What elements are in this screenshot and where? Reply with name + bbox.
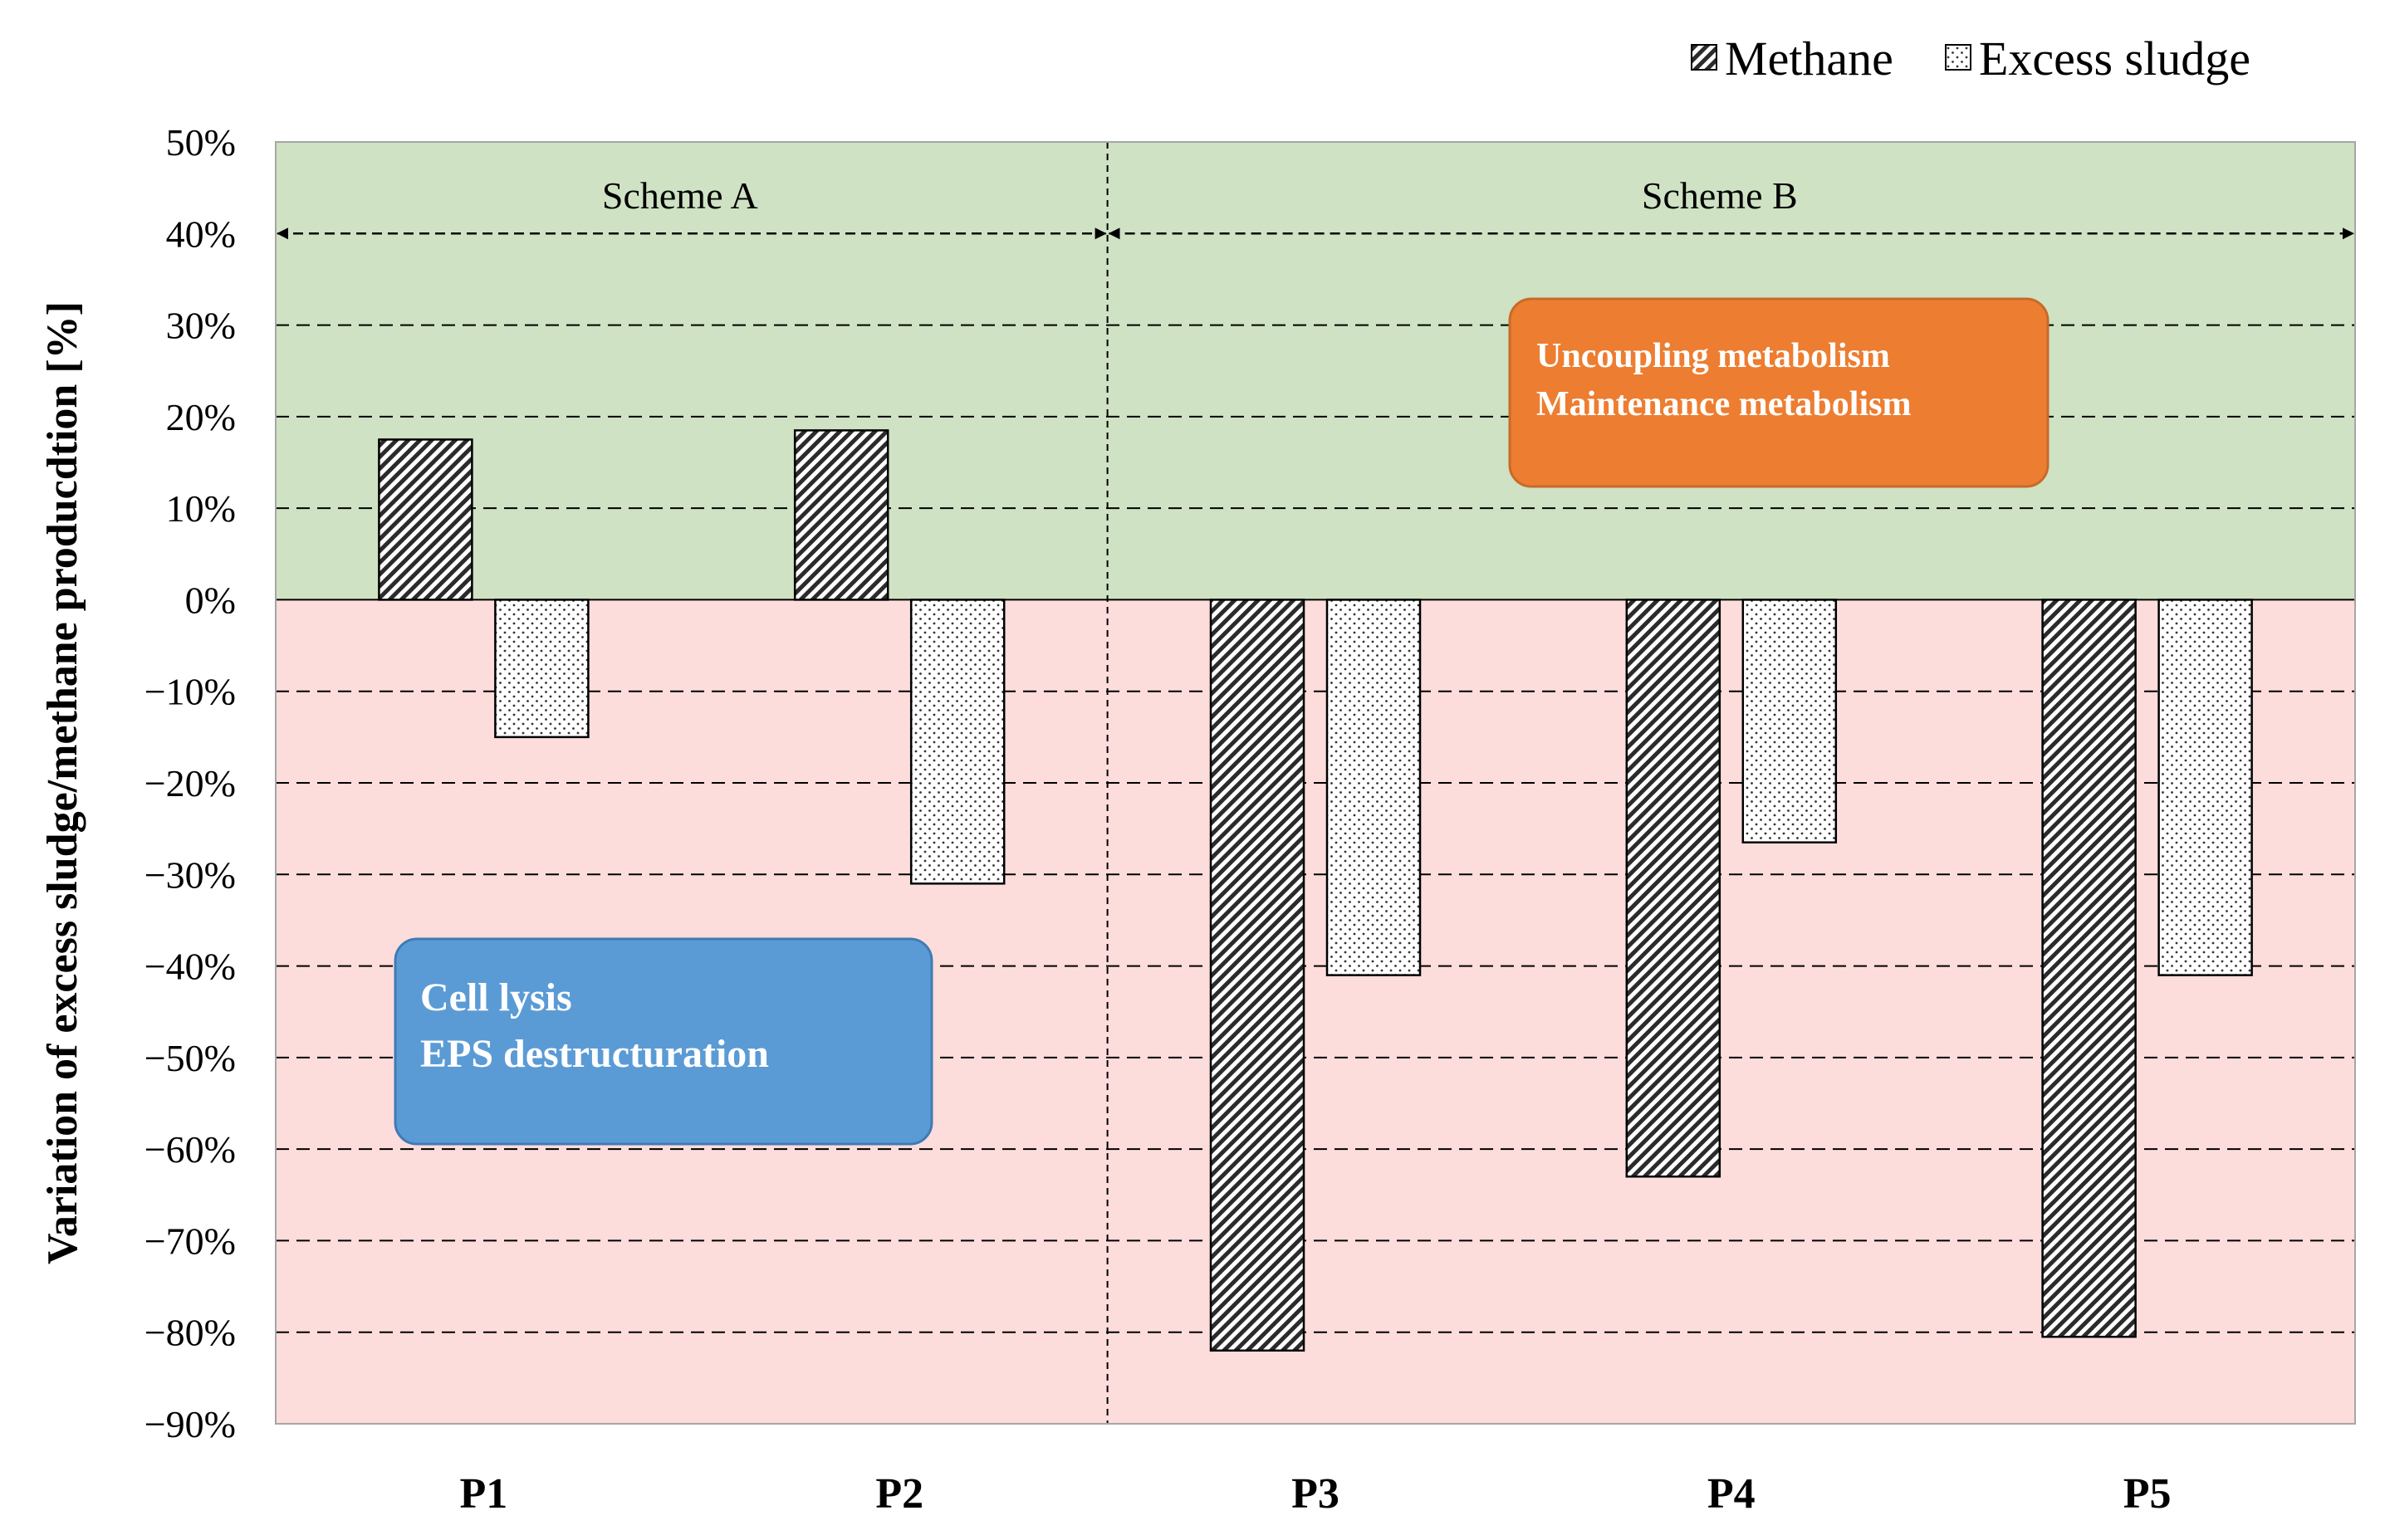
y-tick-label: −20% [144, 762, 236, 804]
annotation-box: Uncoupling metabolism Maintenance metabol… [1508, 297, 2050, 488]
bar-excess-sludge-p4 [1741, 599, 1838, 843]
legend-swatch-excess-sludge [1945, 44, 1971, 71]
bar-methane-p2 [793, 429, 889, 601]
scheme-label: Scheme B [1642, 174, 1798, 217]
y-tick-label: 10% [166, 487, 236, 530]
category-label: P4 [1707, 1470, 1756, 1518]
bar-methane-p1 [378, 438, 473, 601]
y-tick-label: 50% [166, 121, 236, 164]
y-tick-label: 30% [166, 305, 236, 347]
y-tick-label: −30% [144, 853, 236, 896]
annotation-box: Cell lysis EPS destructuration [394, 937, 933, 1146]
bar-excess-sludge-p5 [2157, 599, 2253, 976]
y-tick-label: 40% [166, 213, 236, 255]
category-label: P5 [2123, 1470, 2172, 1518]
annotation-background [394, 937, 933, 1146]
category-label: P1 [460, 1470, 508, 1518]
y-tick-label: −60% [144, 1128, 236, 1171]
bar-excess-sludge-p3 [1325, 599, 1422, 976]
legend-item: Excess sludge [1945, 32, 2250, 86]
legend-item: Methane [1691, 32, 1893, 86]
y-tick-label: −90% [144, 1403, 236, 1445]
bar-methane-p3 [1209, 599, 1305, 1352]
annotation-text: Maintenance metabolism [1536, 385, 1911, 423]
y-tick-label: 0% [185, 579, 236, 621]
y-tick-label: −40% [144, 946, 236, 988]
annotation-text: Cell lysis [420, 975, 572, 1019]
bar-methane-p5 [2041, 599, 2137, 1338]
y-axis-title: Variation of excess sludge/methane produ… [39, 301, 86, 1264]
bar-methane-p4 [1625, 599, 1721, 1178]
y-tick-label: 20% [166, 396, 236, 438]
annotation-text: Uncoupling metabolism [1536, 337, 1890, 375]
y-tick-label: −80% [144, 1312, 236, 1354]
annotation-text: EPS destructuration [420, 1032, 769, 1076]
y-tick-label: −50% [144, 1037, 236, 1079]
bar-excess-sludge-p1 [494, 599, 590, 739]
legend-label: Methane [1725, 32, 1893, 86]
bar-excess-sludge-p2 [909, 599, 1006, 885]
legend-label: Excess sludge [1979, 32, 2250, 86]
legend-swatch-methane [1691, 44, 1717, 71]
y-tick-label: −10% [144, 671, 236, 713]
y-tick-label: −70% [144, 1220, 236, 1262]
category-label: P3 [1291, 1470, 1339, 1518]
category-label: P2 [875, 1470, 923, 1518]
scheme-label: Scheme A [602, 174, 758, 217]
plot-frame [275, 141, 2356, 1425]
annotation-background [1508, 297, 2050, 488]
